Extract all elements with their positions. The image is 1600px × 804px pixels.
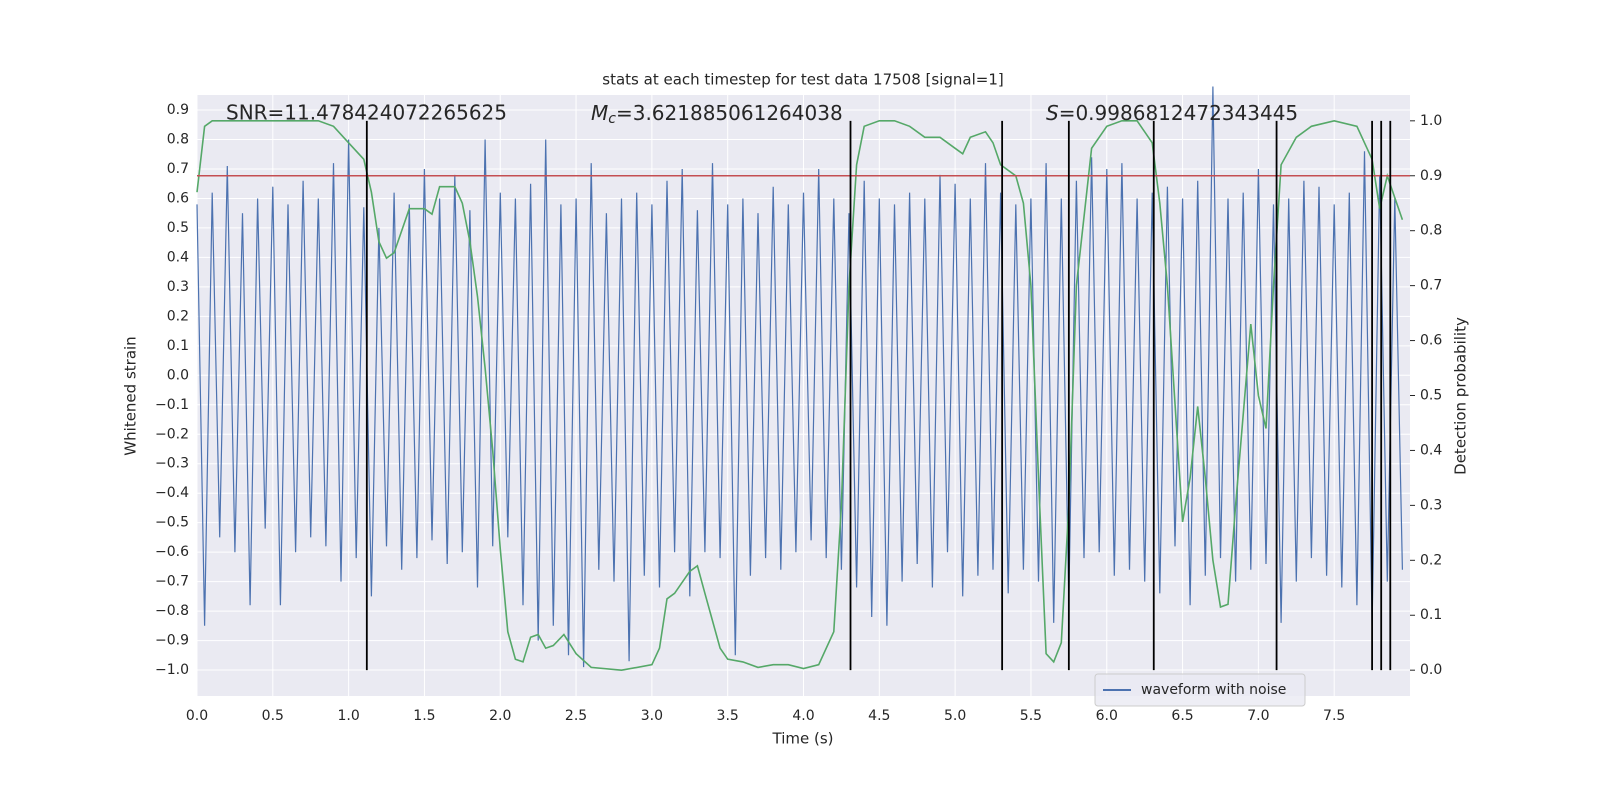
y2-tick-label: 1.0 [1420,113,1442,129]
y-axis-label: Whitened strain [122,336,140,455]
annotation: Mc=3.621885061264038 [591,101,843,128]
x-tick-label: 0.5 [262,708,284,724]
x-tick-label: 0.0 [186,708,208,724]
legend-box [1094,673,1306,707]
y-tick-label: −0.3 [155,456,189,472]
y-tick-label: −0.6 [155,544,189,560]
x-tick-label: 5.0 [944,708,966,724]
y2-axis-label: Detection probability [1452,317,1470,475]
y2-tick-label: 0.8 [1420,223,1442,239]
legend: waveform with noise [1094,673,1306,707]
y-tick-label: 0.5 [167,220,189,236]
y2-tick-label: 0.6 [1420,333,1442,349]
annotation-symbol: M [591,101,608,125]
y-tick-label: 0.2 [167,308,189,324]
y-tick-label: 0.6 [167,190,189,206]
x-tick-label: 6.5 [1171,708,1193,724]
annotation-text: =0.9986812472343445 [1059,101,1298,125]
y2-tick-label: 0.3 [1420,497,1442,513]
x-tick-label: 7.0 [1247,708,1269,724]
series-line [196,119,1404,672]
y-tick-label: 0.0 [167,367,189,383]
y2-tick-label: 0.0 [1420,662,1442,678]
annotation-subscript: c [608,111,616,127]
x-tick-label: 1.5 [413,708,435,724]
marks [196,86,1410,672]
y-tick-label: −0.8 [155,603,189,619]
x-tick-label: 4.5 [868,708,890,724]
annotation-symbol: S [1046,101,1059,125]
legend-label: waveform with noise [1141,682,1286,698]
x-tick-label: 5.5 [1020,708,1042,724]
x-tick-label: 2.0 [489,708,511,724]
y-tick-label: 0.1 [167,338,189,354]
y-tick-label: −0.5 [155,515,189,531]
y2-tick-label: 0.4 [1420,442,1442,458]
y-tick-label: −0.4 [155,485,189,501]
x-tick-label: 6.0 [1096,708,1118,724]
y2-tick-label: 0.5 [1420,388,1442,404]
chart-title: stats at each timestep for test data 175… [602,71,1003,89]
y-tick-label: −1.0 [155,662,189,678]
y-tick-label: 0.8 [167,132,189,148]
y-tick-label: −0.1 [155,397,189,413]
series-line [196,86,1403,668]
y-tick-label: −0.9 [155,633,189,649]
y-tick-label: 0.7 [167,161,189,177]
annotation: SNR=11.478424072265625 [226,101,507,125]
y-tick-label: −0.7 [155,574,189,590]
annotation: S=0.9986812472343445 [1046,101,1298,125]
y2-tick-label: 0.2 [1420,552,1442,568]
x-tick-label: 3.0 [641,708,663,724]
x-tick-label: 4.0 [792,708,814,724]
y-tick-label: 0.3 [167,279,189,295]
y2-tick-label: 0.7 [1420,278,1442,294]
x-tick-label: 7.5 [1323,708,1345,724]
x-axis-label: Time (s) [772,730,834,748]
x-tick-label: 2.5 [565,708,587,724]
y-tick-label: −0.2 [155,426,189,442]
x-tick-label: 1.0 [337,708,359,724]
y-tick-label: 0.9 [167,102,189,118]
annotation-text: =3.621885061264038 [616,101,843,125]
y2-tick-label: 0.1 [1420,607,1442,623]
x-tick-label: 3.5 [717,708,739,724]
y2-tick-label: 0.9 [1420,168,1442,184]
y-tick-label: 0.4 [167,249,189,265]
